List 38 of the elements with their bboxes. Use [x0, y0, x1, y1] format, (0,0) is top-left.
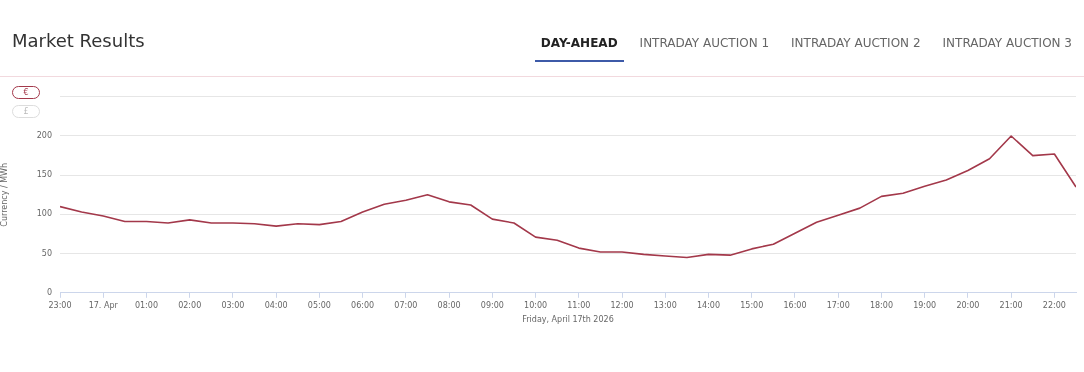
y-tick-label: 50 [41, 248, 52, 258]
text: £ [12, 105, 40, 118]
x-tick-label: 14:00 [696, 300, 721, 310]
text: INTRADAY AUCTION 2 [790, 36, 922, 52]
x-tick-label: 20:00 [956, 300, 980, 310]
y-tick-label: 100 [36, 209, 52, 219]
x-tick-label: 08:00 [437, 300, 461, 310]
x-tick-label: 01:00 [134, 300, 158, 310]
x-tick-label: 07:00 [394, 300, 418, 310]
y-tick-label: 150 [36, 170, 52, 180]
x-tick-label: 15:00 [740, 300, 764, 310]
x-tick-label: 06:00 [351, 300, 375, 310]
x-tick-label: 21:00 [999, 300, 1023, 310]
y-tick-label: 200 [36, 131, 52, 141]
x-tick-label: 17:00 [826, 300, 850, 310]
x-tick-label: 13:00 [653, 300, 677, 310]
x-tick-label: 19:00 [913, 300, 937, 310]
x-tick-label: 05:00 [307, 300, 331, 310]
x-tick-label: 18:00 [869, 300, 893, 310]
x-tick-label: 11:00 [567, 300, 591, 310]
x-tick-label: 23:00 [48, 300, 72, 310]
x-tick-label: 22:00 [1042, 300, 1066, 310]
text: INTRADAY AUCTION 1 [638, 36, 771, 52]
text: DAY-AHEAD [534, 36, 624, 62]
x-tick-label: 02:00 [178, 300, 202, 310]
x-tick-label: 03:00 [221, 300, 245, 310]
x-axis-title: Friday, April 17th 2026 [522, 315, 614, 325]
chart-title: Market Results [12, 30, 145, 51]
x-tick-label: 12:00 [610, 300, 634, 310]
x-tick-label: 09:00 [480, 300, 504, 310]
y-tick-label: 0 [46, 287, 52, 297]
text: € [12, 86, 40, 99]
x-tick-label: 04:00 [264, 300, 288, 310]
x-tick-label: 17. Apr [88, 300, 119, 310]
x-tick-label: 16:00 [783, 300, 807, 310]
y-axis-title: Currency / MWh [0, 162, 9, 227]
text: INTRADAY AUCTION 3 [941, 36, 1073, 52]
x-tick-label: 10:00 [524, 300, 548, 310]
